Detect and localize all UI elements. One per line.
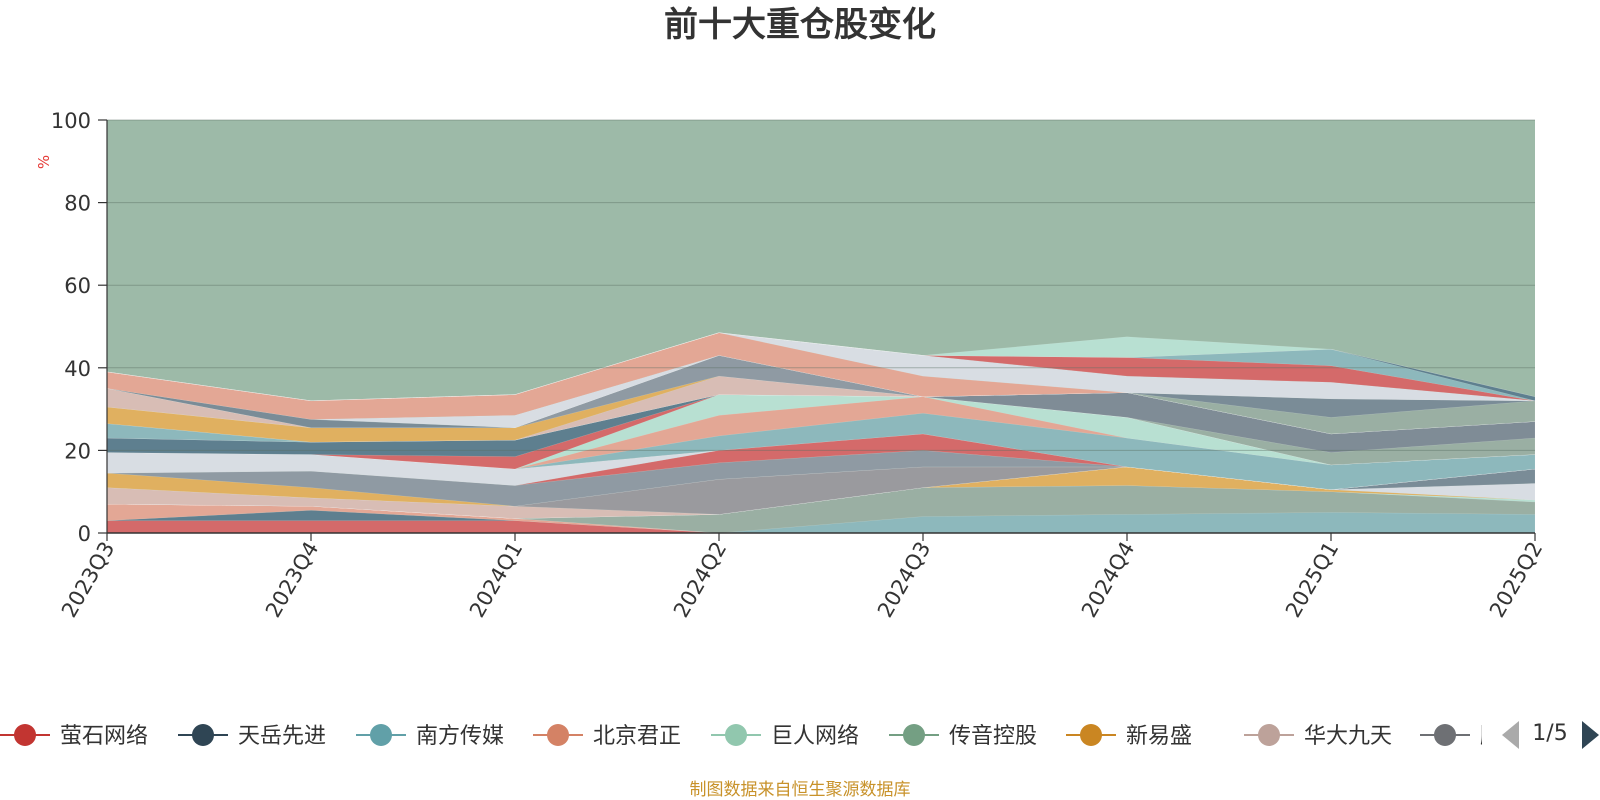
legend-page-indicator: 1/5 <box>1532 721 1567 746</box>
legend-pager[interactable]: 1/5 <box>1502 721 1599 749</box>
legend[interactable]: 萤石网络 天岳先进 南方传媒 北京君正 巨人网络 传音控股 新易盛 华大九天 鹏鼎控股 <box>0 724 1568 749</box>
legend-label: 华大九天 <box>1304 724 1392 749</box>
x-tick-label: 2025Q1 <box>1281 538 1343 622</box>
gridlines <box>107 119 1535 451</box>
legend-marker-icon <box>725 724 747 746</box>
legend-marker-icon <box>1434 724 1456 746</box>
legend-item[interactable]: 北京君正 <box>533 724 681 749</box>
y-tick-label: 40 <box>64 357 91 381</box>
y-axis-unit: % <box>35 155 53 169</box>
x-tick-label: 2024Q1 <box>465 538 527 622</box>
x-tick-label: 2025Q2 <box>1485 538 1547 622</box>
y-tick-label: 100 <box>51 109 91 133</box>
legend-item[interactable]: 萤石网络 <box>0 724 148 749</box>
y-tick-label: 80 <box>64 192 91 216</box>
legend-item[interactable]: 华大九天 <box>1244 724 1392 749</box>
legend-item[interactable]: 传音控股 <box>889 724 1037 749</box>
legend-label: 天岳先进 <box>238 724 326 749</box>
legend-prev-page-icon[interactable] <box>1502 721 1519 749</box>
legend-label: 新易盛 <box>1126 724 1192 749</box>
legend-items: 萤石网络 天岳先进 南方传媒 北京君正 巨人网络 传音控股 新易盛 华大九天 鹏鼎控股 <box>0 724 1568 749</box>
legend-label: 南方传媒 <box>416 724 504 749</box>
legend-item[interactable]: 南方传媒 <box>356 724 504 749</box>
legend-marker-icon <box>903 724 925 746</box>
legend-item[interactable]: 天岳先进 <box>178 724 326 749</box>
legend-item[interactable]: 巨人网络 <box>711 724 859 749</box>
area-band-16 <box>106 412 1536 490</box>
legend-label: 北京君正 <box>593 724 681 749</box>
legend-item[interactable]: 新易盛 <box>1066 724 1192 749</box>
legend-marker-icon <box>1080 724 1102 746</box>
plot-area <box>106 120 1536 534</box>
x-tick-label: 2024Q4 <box>1077 538 1139 622</box>
legend-marker-icon <box>370 724 392 746</box>
legend-label: 巨人网络 <box>771 724 859 749</box>
x-tick-label: 2023Q3 <box>57 538 119 622</box>
area-band-35 <box>106 332 1536 402</box>
legend-label: 鹏鼎控股 <box>1480 724 1568 749</box>
legend-marker-icon <box>1258 724 1280 746</box>
legend-next-page-icon[interactable] <box>1582 721 1599 749</box>
y-tick-label: 0 <box>78 522 91 546</box>
data-source-note: 制图数据来自恒生聚源数据库 <box>690 780 911 800</box>
legend-marker-icon <box>192 724 214 746</box>
x-tick-label: 2024Q3 <box>873 538 935 622</box>
x-tick-label: 2023Q4 <box>261 538 323 622</box>
area-band-2 <box>106 510 1535 534</box>
legend-marker-icon <box>547 724 569 746</box>
legend-label: 萤石网络 <box>60 724 148 749</box>
legend-label: 传音控股 <box>949 724 1037 749</box>
y-tick-label: 60 <box>64 274 91 298</box>
area-band-36 <box>106 332 1536 402</box>
x-tick-label: 2024Q2 <box>669 538 731 622</box>
legend-marker-icon <box>14 724 36 746</box>
y-tick-label: 20 <box>64 439 91 463</box>
chart-title: 前十大重仓股变化 <box>664 5 936 45</box>
legend-item[interactable]: 鹏鼎控股 <box>1420 724 1568 749</box>
